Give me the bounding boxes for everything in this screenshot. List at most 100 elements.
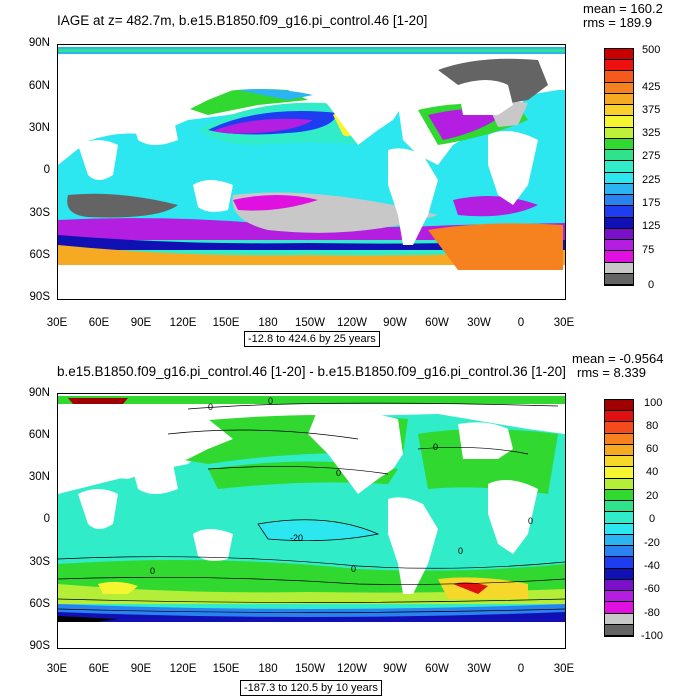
legend-color-cell bbox=[605, 400, 633, 412]
legend-color-cell bbox=[605, 534, 633, 547]
legend-color-cell bbox=[605, 546, 633, 558]
legend-color-cell bbox=[605, 183, 633, 196]
panel2-legend-neg80: -80 bbox=[644, 607, 660, 619]
panel1-legend-500: 500 bbox=[642, 44, 661, 56]
panel1-legend-75: 75 bbox=[642, 244, 655, 256]
legend-color-cell bbox=[605, 422, 633, 434]
panel1-lon-10: 30W bbox=[467, 317, 491, 329]
panel1-lat-90n: 90N bbox=[28, 37, 50, 49]
panel2-map: 0 0 0 0 0 -20 0 0 0 bbox=[57, 393, 566, 649]
legend-color-cell bbox=[605, 478, 633, 490]
legend-color-cell bbox=[605, 138, 633, 151]
panel2-lat-30s: 30S bbox=[29, 556, 50, 568]
legend-color-cell bbox=[605, 433, 633, 445]
panel1-legend-225: 225 bbox=[642, 174, 661, 186]
panel2-lon-11: 0 bbox=[517, 663, 525, 675]
panel1-legend-375: 375 bbox=[642, 104, 661, 116]
legend-color-cell bbox=[605, 172, 633, 184]
panel2-lon-9: 60W bbox=[425, 663, 449, 675]
panel1-rms: rms = 189.9 bbox=[583, 15, 653, 30]
panel1-lon-8: 90W bbox=[383, 317, 407, 329]
panel2-lon-3: 120E bbox=[169, 663, 197, 675]
panel2-contour-label-1: 0 bbox=[268, 396, 273, 406]
panel2-contour-label-3: 0 bbox=[433, 442, 438, 452]
legend-color-cell bbox=[605, 613, 633, 625]
legend-color-cell bbox=[605, 150, 633, 162]
legend-color-cell bbox=[605, 105, 633, 117]
panel2-lat-0: 0 bbox=[43, 513, 50, 525]
legend-color-cell bbox=[605, 489, 633, 502]
panel1-legend-0: 0 bbox=[648, 279, 655, 291]
legend-color-cell bbox=[605, 127, 633, 139]
panel2-legend-0: 0 bbox=[649, 513, 656, 525]
legend-color-cell bbox=[605, 262, 633, 274]
panel1-lon-12: 30E bbox=[553, 317, 575, 329]
panel1-lon-0: 30E bbox=[46, 317, 68, 329]
panel2-title: b.e15.B1850.f09_g16.pi_control.46 [1-20]… bbox=[57, 364, 566, 379]
legend-color-cell bbox=[605, 602, 633, 614]
legend-color-cell bbox=[605, 512, 633, 524]
legend-color-cell bbox=[605, 579, 633, 592]
panel1-legend-175: 175 bbox=[642, 197, 661, 209]
panel2-legend-neg20: -20 bbox=[644, 537, 660, 549]
panel1-lon-1: 60E bbox=[88, 317, 110, 329]
panel1-lat-30s: 30S bbox=[29, 207, 50, 219]
legend-color-cell bbox=[605, 240, 633, 252]
panel2-legend-neg60: -60 bbox=[644, 583, 660, 595]
legend-color-cell bbox=[605, 624, 633, 636]
panel2-lon-7: 120W bbox=[336, 663, 368, 675]
panel2-contour-label-0: 0 bbox=[208, 402, 213, 412]
panel2-contour-label-8: 0 bbox=[528, 516, 533, 526]
panel1-lon-5: 180 bbox=[258, 317, 278, 329]
panel2-lon-5: 180 bbox=[258, 663, 278, 675]
panel2-lon-1: 60E bbox=[88, 663, 110, 675]
panel2-contour-label-2: 0 bbox=[336, 468, 341, 478]
legend-color-cell bbox=[605, 93, 633, 106]
panel1-lat-60n: 60N bbox=[28, 80, 50, 92]
panel2-lon-4: 150E bbox=[212, 663, 240, 675]
panel1-legend-125: 125 bbox=[642, 220, 661, 232]
panel1-lat-30n: 30N bbox=[28, 122, 50, 134]
panel2-lon-12: 30E bbox=[553, 663, 575, 675]
panel2-rms: rms = 8.339 bbox=[577, 365, 647, 380]
panel1-lat-0: 0 bbox=[43, 164, 50, 176]
panel1-lon-4: 150E bbox=[212, 317, 240, 329]
legend-color-cell bbox=[605, 228, 633, 241]
panel2-contour-label-4: 0 bbox=[351, 564, 356, 574]
panel1-map bbox=[57, 44, 566, 300]
panel2-lat-90n: 90N bbox=[28, 387, 50, 399]
legend-color-cell bbox=[605, 82, 633, 94]
legend-color-cell bbox=[605, 501, 633, 513]
panel1-range-box: -12.8 to 424.6 by 25 years bbox=[244, 331, 380, 347]
panel2-lon-2: 90E bbox=[130, 663, 152, 675]
panel2-contour-label-7: 0 bbox=[458, 546, 463, 556]
panel1-mean: mean = 160.2 bbox=[583, 1, 663, 16]
panel1-lon-9: 60W bbox=[425, 317, 449, 329]
panel2-lon-0: 30E bbox=[46, 663, 68, 675]
panel1-lat-60s: 60S bbox=[29, 249, 50, 261]
panel1-lat-90s: 90S bbox=[29, 291, 50, 303]
legend-color-cell bbox=[605, 71, 633, 83]
panel2-legend-100: 100 bbox=[644, 397, 663, 409]
panel2-lon-6: 150W bbox=[294, 663, 326, 675]
panel1-lon-7: 120W bbox=[336, 317, 368, 329]
legend-color-cell bbox=[605, 273, 633, 285]
panel2-lat-60s: 60S bbox=[29, 598, 50, 610]
legend-color-cell bbox=[605, 444, 633, 457]
legend-color-cell bbox=[605, 557, 633, 569]
panel1-map-graphic bbox=[58, 45, 565, 299]
legend-color-cell bbox=[605, 568, 633, 580]
legend-color-cell bbox=[605, 591, 633, 603]
legend-color-cell bbox=[605, 217, 633, 229]
panel2-contour-label-6: 0 bbox=[150, 566, 155, 576]
panel2-legend-neg40: -40 bbox=[644, 560, 660, 572]
panel2-map-graphic: 0 0 0 0 0 -20 0 0 0 bbox=[58, 394, 565, 648]
panel2-legend-20: 20 bbox=[646, 490, 659, 502]
panel2-range-box: -187.3 to 120.5 by 10 years bbox=[240, 680, 382, 696]
panel1-legend-325: 325 bbox=[642, 127, 661, 139]
panel2-lat-60n: 60N bbox=[28, 429, 50, 441]
panel1-title: IAGE at z= 482.7m, b.e15.B1850.f09_g16.p… bbox=[57, 13, 428, 28]
legend-color-cell bbox=[605, 411, 633, 423]
panel2-legend-bar bbox=[604, 399, 634, 637]
panel2-legend-40: 40 bbox=[646, 466, 659, 478]
